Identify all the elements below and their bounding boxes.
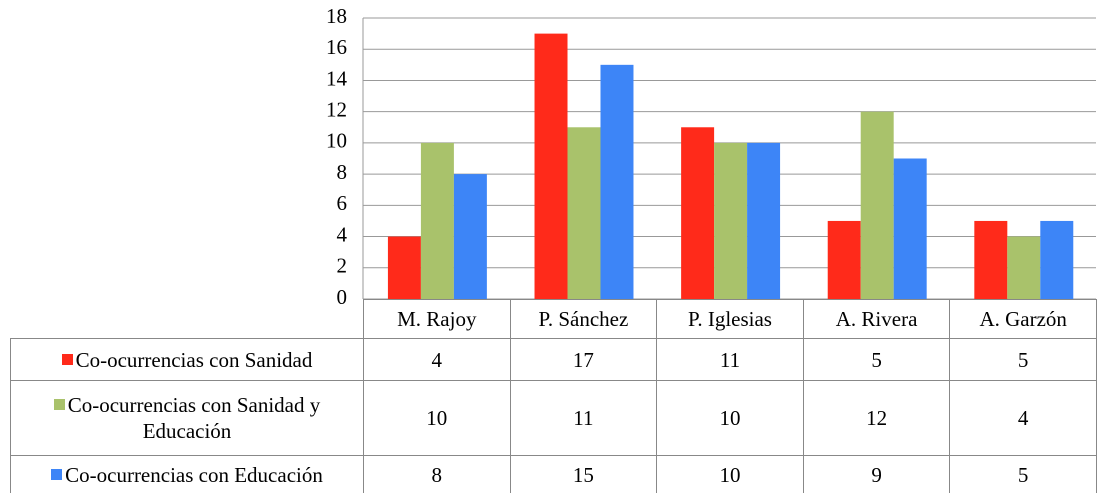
value-cell: 12 [802,380,951,456]
value-cell: 8 [363,455,511,493]
y-tick-label: 4 [337,222,348,246]
value-cell: 11 [656,338,804,381]
y-tick-label: 8 [337,160,348,184]
y-tick-label: 14 [326,66,348,90]
legend-label: Co-ocurrencias con Educación [65,462,323,487]
bar [681,127,715,300]
value-cell: 5 [802,338,951,381]
series-row: Co-ocurrencias con Sanidad y Educación 10… [10,380,1097,456]
y-tick-label: 12 [326,97,347,121]
header-row: M. Rajoy P. Sánchez P. Iglesias A. Rivera A.… [10,299,1097,339]
legend-label: Co-ocurrencias con Sanidad y Educación [67,393,321,443]
value-cell: 10 [656,455,804,493]
y-tick-label: 16 [326,35,347,59]
series-row: Co-ocurrencias con Sanidad 4 17 11 5 5 [10,338,1097,381]
x-tick-label: M. Rajoy [363,299,511,339]
bar [974,220,1008,299]
bar [1007,236,1041,299]
legend-swatch [53,399,65,410]
bar [534,33,568,299]
value-cell: 4 [949,380,1097,456]
bar [714,142,748,299]
legend-entry: Co-ocurrencias con Sanidad y Educación [10,380,364,456]
value-cell: 4 [363,338,511,381]
legend-swatch [51,468,63,480]
x-tick-label: A. Garzón [949,299,1097,339]
corner [10,299,364,339]
legend-label: Co-ocurrencias con Sanidad [75,347,313,372]
legend-entry: Co-ocurrencias con Educación [10,455,364,493]
value-cell: 17 [509,338,658,381]
bar [453,174,487,299]
bar [860,111,894,300]
value-cell: 9 [802,455,951,493]
value-cell: 5 [949,338,1097,381]
y-tick-label: 10 [326,129,347,153]
value-cell: 11 [509,380,658,456]
value-cell: 15 [509,455,658,493]
bar [893,158,927,299]
y-tick-label: 2 [337,254,348,278]
y-tick-label: 0 [337,285,348,309]
bar [747,142,781,299]
bar [387,236,421,299]
value-cell: 10 [656,380,804,456]
series-row: Co-ocurrencias con Educación 8 15 10 9 5 [10,455,1097,493]
bar [420,142,454,299]
bar [567,127,601,300]
y-tick-label: 6 [337,191,348,215]
bar [827,220,861,299]
y-tick-label: 18 [326,4,347,28]
bar [600,64,634,299]
x-tick-label: P. Sánchez [509,299,658,339]
data-table: M. Rajoy P. Sánchez P. Iglesias A. Rivera A.… [10,299,1097,493]
value-cell: 5 [949,455,1097,493]
legend-entry: Co-ocurrencias con Sanidad [10,338,364,381]
value-cell: 10 [363,380,511,456]
bar [1040,220,1074,299]
legend-swatch [61,353,73,365]
x-tick-label: A. Rivera [802,299,951,339]
x-tick-label: P. Iglesias [656,299,804,339]
